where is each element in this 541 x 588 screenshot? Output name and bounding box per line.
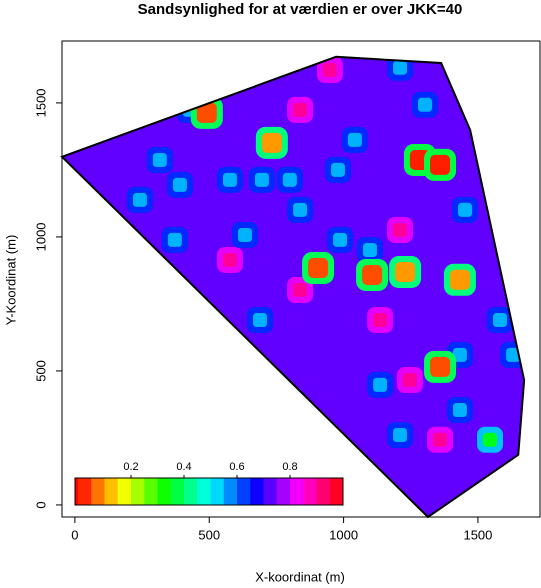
spot	[449, 269, 470, 290]
spot	[254, 172, 269, 187]
spot	[152, 153, 167, 167]
colorbar-cell	[157, 478, 172, 505]
spot	[167, 232, 182, 247]
spot	[293, 202, 308, 217]
spot	[483, 432, 498, 447]
spot	[293, 102, 308, 117]
colorbar-cell	[170, 478, 185, 505]
colorbar-tick-label: 0.8	[282, 461, 297, 473]
spot	[452, 347, 467, 362]
colorbar-cell	[184, 478, 198, 505]
spot	[308, 258, 329, 279]
colorbar-tick-label: 0.4	[176, 461, 191, 473]
colorbar-cell	[316, 478, 331, 505]
y-tick-label: 1000	[33, 222, 48, 251]
colorbar-cell	[210, 478, 225, 505]
spot	[393, 222, 408, 237]
chart-title: Sandsynlighed for at værdien er over JKK…	[138, 1, 463, 18]
colorbar-cell	[117, 478, 132, 505]
spot	[261, 132, 282, 153]
colorbar-cell	[237, 478, 251, 505]
colorbar-cell	[276, 478, 291, 505]
colorbar-tick-label: 0.6	[229, 461, 244, 473]
spot	[237, 228, 252, 243]
colorbar-frame	[74, 477, 344, 506]
spot	[430, 154, 451, 175]
x-tick-label: 1500	[463, 527, 492, 542]
spot	[253, 313, 268, 328]
spot	[393, 427, 408, 442]
colorbar-cell	[263, 478, 278, 505]
spot	[293, 282, 308, 297]
spot	[373, 313, 388, 328]
spot	[492, 313, 507, 328]
spot	[222, 252, 237, 267]
colorbar-tick-label: 0.2	[123, 461, 138, 473]
colorbar-cell	[144, 478, 158, 505]
y-tick-label: 0	[33, 501, 48, 508]
spot	[395, 262, 416, 283]
y-axis-label: Y-Koordinat (m)	[3, 235, 18, 326]
spot	[373, 377, 388, 392]
spot	[222, 172, 237, 187]
spot	[347, 132, 362, 147]
colorbar-cell	[104, 478, 119, 505]
colorbar-cell	[78, 478, 92, 505]
colorbar-cell	[329, 478, 344, 505]
spot	[172, 177, 187, 192]
x-tick-label: 0	[71, 527, 78, 542]
spot	[393, 60, 408, 75]
plot-frame	[61, 40, 541, 518]
x-tick-label: 1000	[329, 527, 358, 542]
colorbar-cell	[91, 478, 105, 505]
colorbar-cell	[290, 478, 304, 505]
spot	[458, 202, 473, 217]
spot	[132, 192, 147, 207]
colorbar-cell	[197, 478, 211, 505]
spot	[430, 356, 451, 377]
y-tick-label: 1500	[33, 88, 48, 117]
colorbar-cell	[223, 478, 238, 505]
raster	[62, 56, 525, 518]
spot	[330, 162, 345, 177]
x-axis-label: X-koordinat (m)	[255, 569, 345, 584]
spot	[196, 102, 217, 123]
spot	[452, 403, 467, 418]
spot	[282, 172, 297, 187]
spot	[322, 62, 337, 77]
y-tick-label: 500	[33, 360, 48, 382]
spot	[362, 264, 383, 285]
colorbar-cell	[303, 478, 317, 505]
colorbar-cell	[250, 478, 264, 505]
spot	[418, 97, 433, 112]
boundary	[60, 55, 526, 519]
spot	[333, 232, 348, 247]
x-tick-label: 500	[198, 527, 220, 542]
spot	[402, 373, 417, 388]
spot	[506, 347, 521, 362]
colorbar-cell	[131, 478, 145, 505]
spot	[362, 243, 377, 258]
spot	[433, 432, 448, 447]
